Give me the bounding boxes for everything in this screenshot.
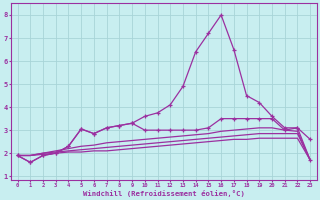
- X-axis label: Windchill (Refroidissement éolien,°C): Windchill (Refroidissement éolien,°C): [83, 190, 245, 197]
